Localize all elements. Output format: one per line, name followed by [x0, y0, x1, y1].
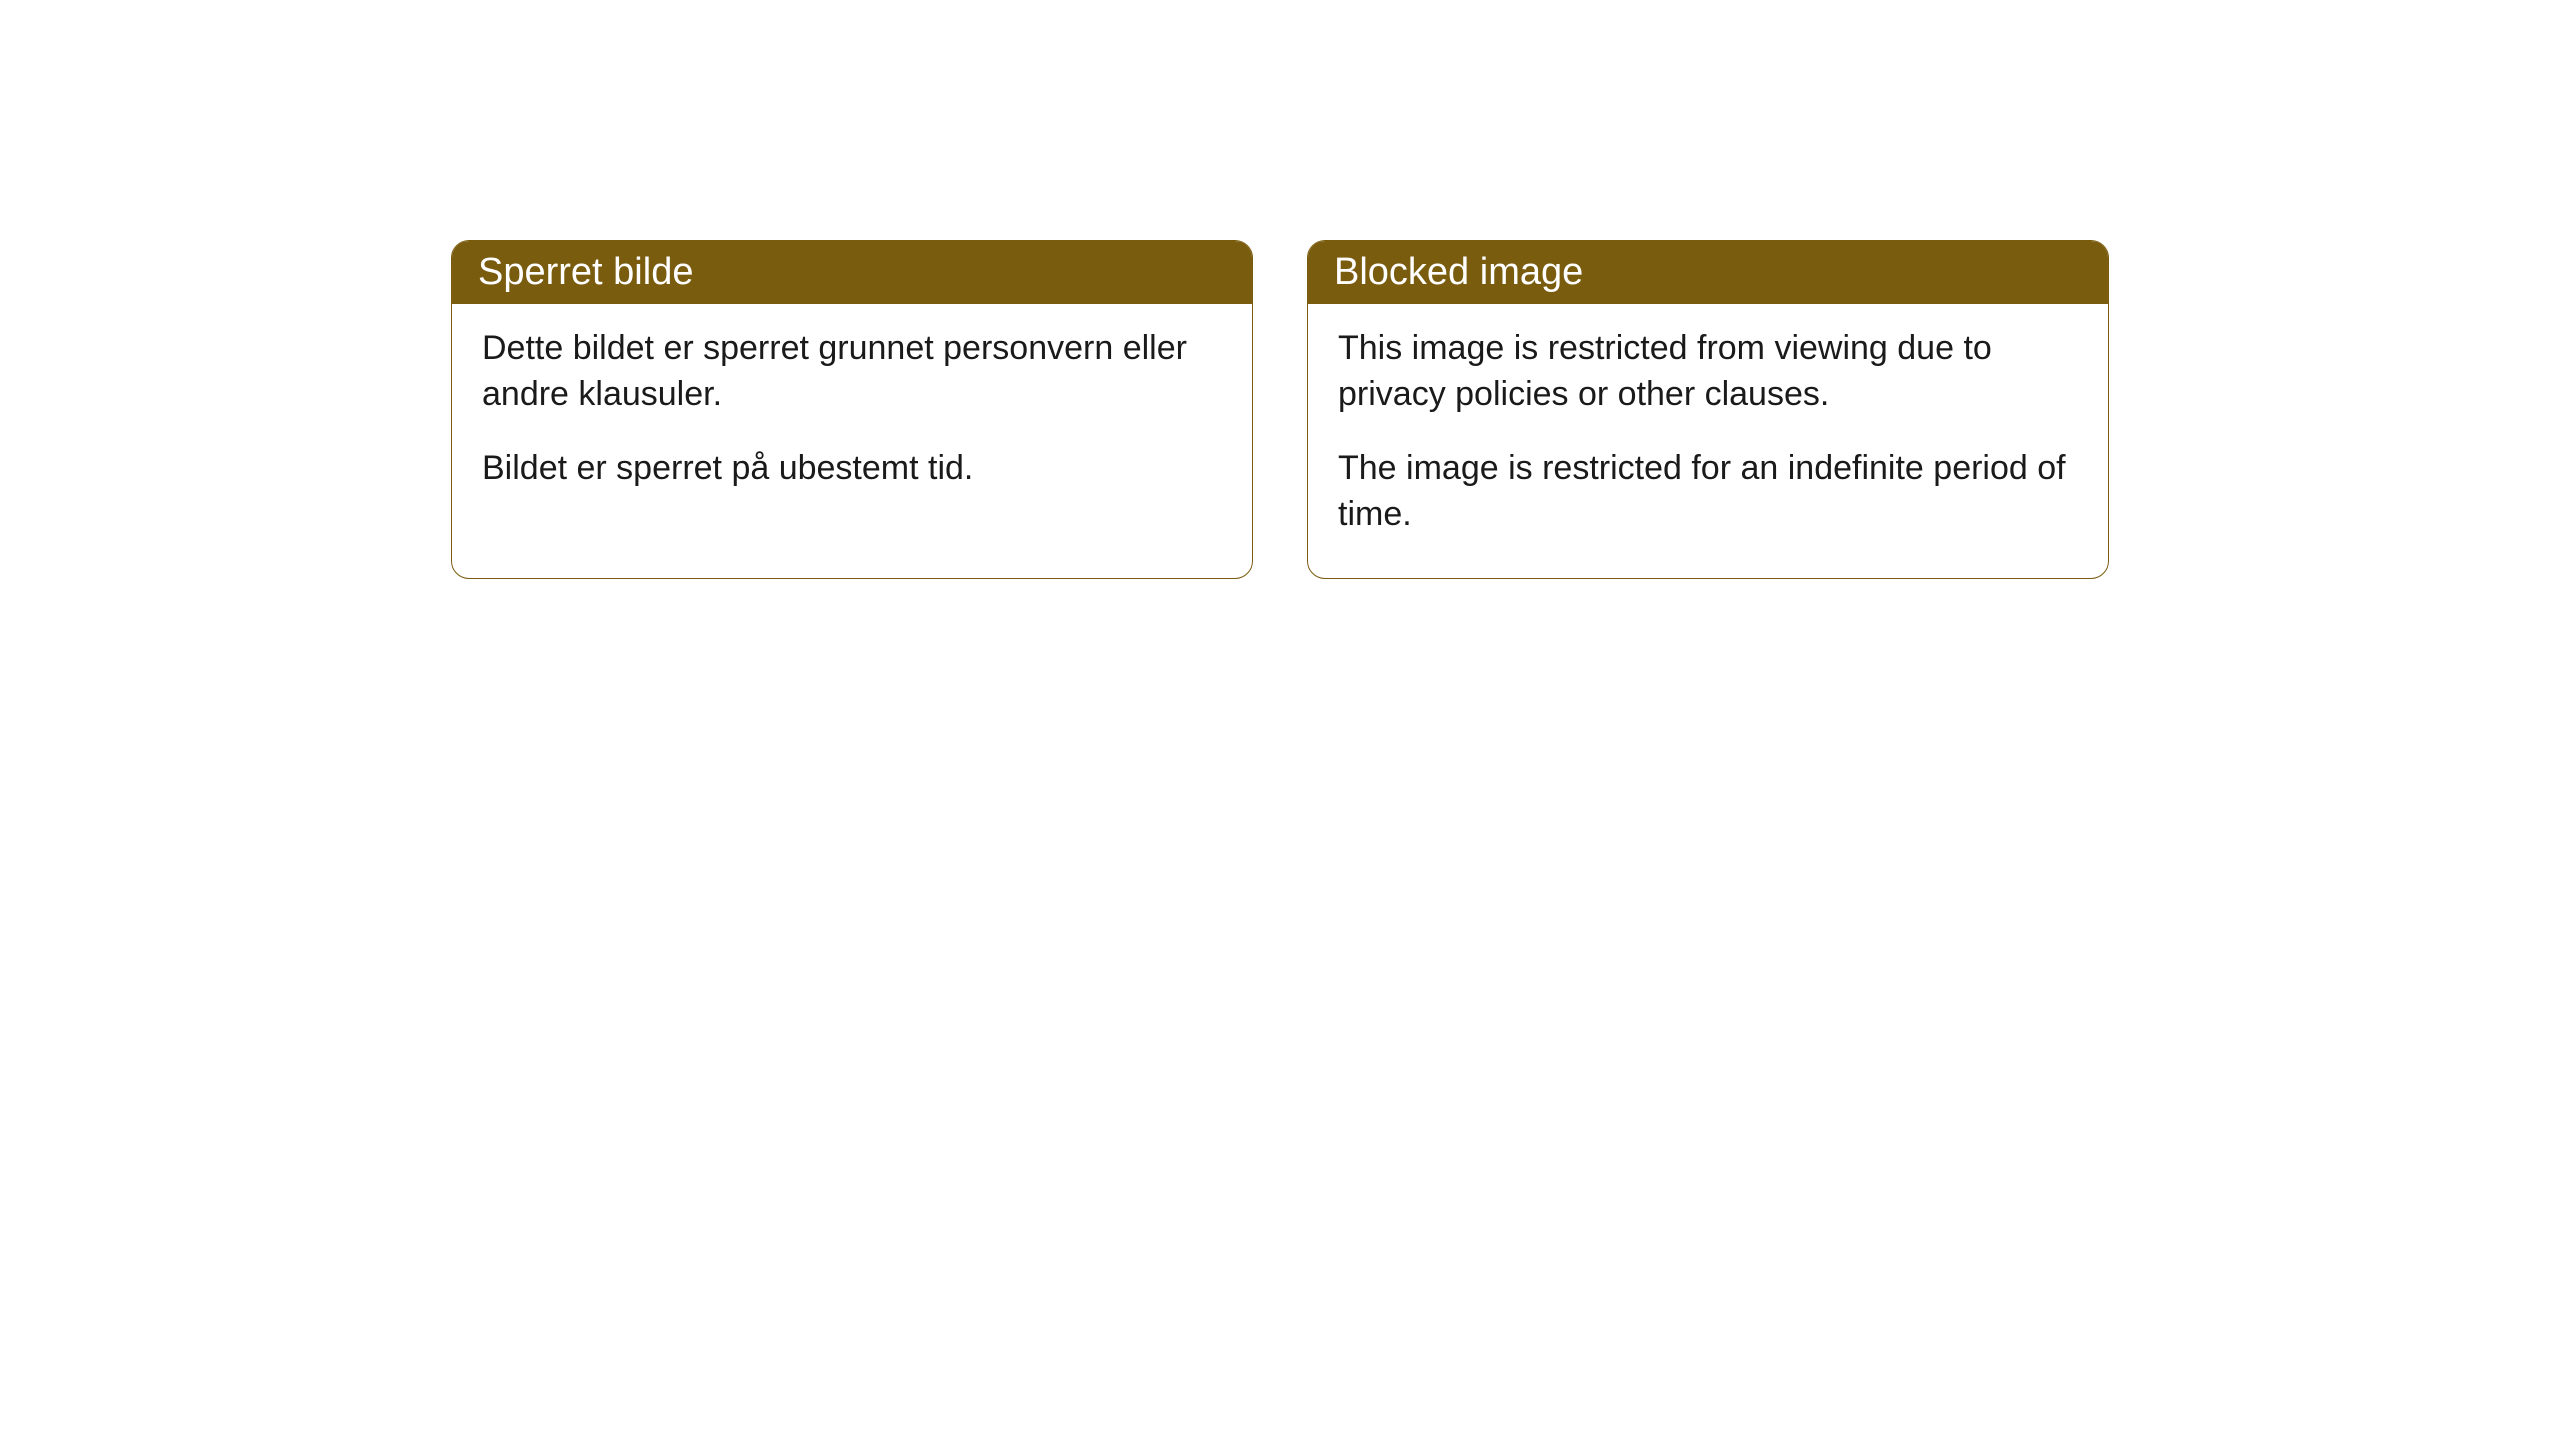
card-body: Dette bildet er sperret grunnet personve…	[452, 304, 1252, 532]
card-header: Blocked image	[1308, 241, 2108, 304]
card-paragraph: Dette bildet er sperret grunnet personve…	[482, 326, 1222, 418]
blocked-image-card-english: Blocked image This image is restricted f…	[1307, 240, 2109, 579]
card-paragraph: Bildet er sperret på ubestemt tid.	[482, 446, 1222, 492]
card-header: Sperret bilde	[452, 241, 1252, 304]
card-body: This image is restricted from viewing du…	[1308, 304, 2108, 578]
cards-container: Sperret bilde Dette bildet er sperret gr…	[451, 240, 2109, 579]
card-title: Sperret bilde	[478, 251, 693, 293]
card-title: Blocked image	[1334, 251, 1583, 293]
blocked-image-card-norwegian: Sperret bilde Dette bildet er sperret gr…	[451, 240, 1253, 579]
card-paragraph: The image is restricted for an indefinit…	[1338, 446, 2078, 538]
card-paragraph: This image is restricted from viewing du…	[1338, 326, 2078, 418]
